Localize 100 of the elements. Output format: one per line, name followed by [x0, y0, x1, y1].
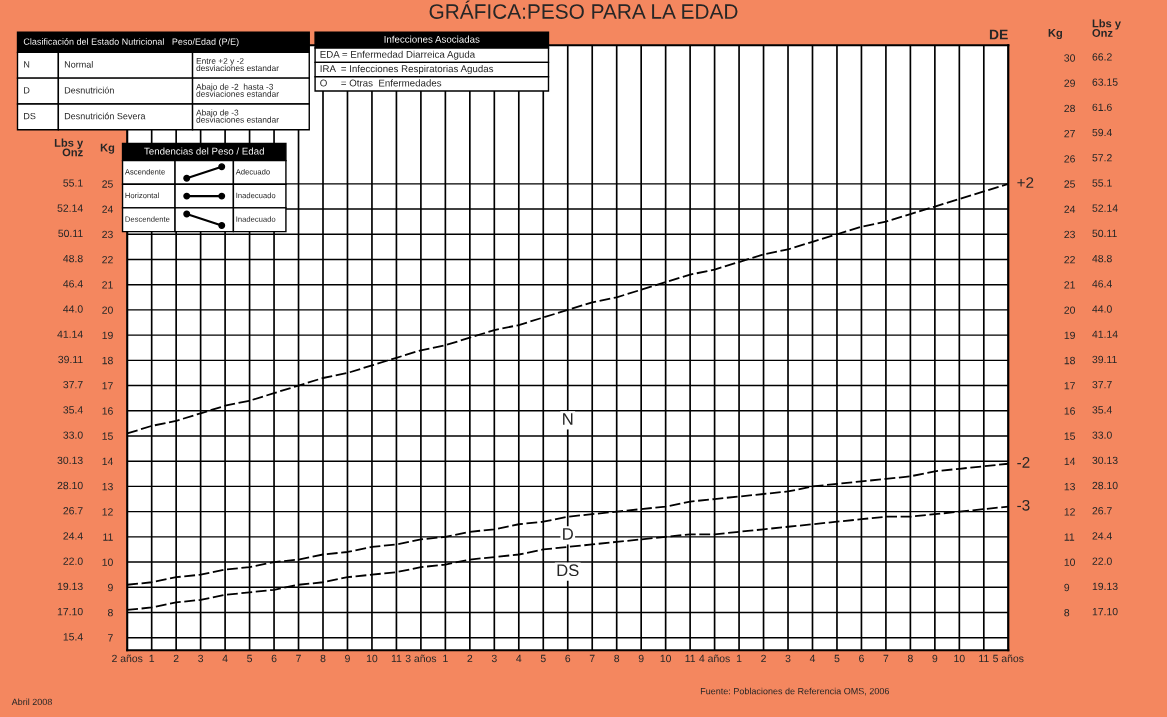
y2-tick-label: 14 — [1064, 457, 1076, 465]
text: 15.4 — [63, 633, 83, 641]
text: 28.10 — [1092, 481, 1118, 490]
y-tick-label: 16 — [102, 407, 113, 415]
text: 44.0 — [63, 305, 83, 313]
annotation: EDA = Enfermedad Diarreica Aguda — [320, 50, 476, 60]
x-tick-label: 3 — [491, 654, 497, 663]
x-tick-label: 9 — [932, 654, 938, 663]
x-tick-label: 11 — [979, 654, 989, 663]
y-tick-label: 18 — [102, 356, 113, 365]
x-tick-label: 8 — [614, 654, 620, 663]
text: 33.0 — [63, 431, 83, 439]
y2-tick-label: 29 — [1064, 79, 1075, 87]
text: 44.0 — [1092, 305, 1112, 313]
y-tick-label: 24 — [102, 205, 114, 213]
text: 39.11 — [58, 355, 83, 364]
x-tick-label: 3 años — [405, 654, 437, 663]
y2-tick-label: 17 — [1064, 382, 1075, 390]
text: Abril 2008 — [11, 698, 52, 706]
text: Lbs y Onz — [54, 138, 84, 157]
text: 57.2 — [1092, 154, 1112, 162]
x-tick-label: 4 — [809, 654, 816, 663]
annotation: Abajo de -2 hasta -3 desviaciones estandar — [196, 83, 279, 97]
text: Lbs y Onz — [1092, 19, 1121, 37]
text: 26.7 — [1092, 507, 1112, 515]
x-tick-label: 7 — [589, 654, 595, 663]
text: 55.1 — [1092, 179, 1112, 187]
x-tick-label: 4 años — [699, 654, 730, 663]
text: 19.13 — [1092, 582, 1118, 591]
text: 37.7 — [1092, 380, 1112, 389]
y-tick-label: 14 — [102, 457, 114, 465]
text: DE — [989, 29, 1008, 40]
text: 24.4 — [1092, 532, 1112, 540]
y2-tick-label: 25 — [1064, 180, 1075, 188]
x-tick-label: 8 — [320, 654, 326, 663]
x-tick-label: 9 — [345, 654, 350, 663]
y-tick-label: 11 — [103, 533, 113, 541]
text: Normal — [64, 61, 93, 68]
y-tick-label: 25 — [102, 180, 113, 188]
x-tick-label: 11 — [685, 654, 696, 663]
y2-tick-label: 11 — [1064, 533, 1075, 541]
annotation: Abajo de -3 desviaciones estandar — [196, 109, 279, 123]
text: 17.10 — [57, 607, 83, 616]
x-tick-label: 7 — [883, 654, 889, 663]
y2-tick-label: 30 — [1064, 54, 1076, 62]
text: 22.0 — [63, 557, 83, 565]
x-tick-label: 5 años — [993, 654, 1024, 663]
x-tick-label: 9 — [638, 654, 644, 663]
text: 35.4 — [63, 406, 83, 414]
x-tick-label: 10 — [954, 654, 965, 663]
x-tick-label: 11 — [391, 654, 402, 663]
y2-tick-label: 27 — [1064, 129, 1075, 138]
y2-tick-label: 19 — [1064, 331, 1075, 340]
text: 50.11 — [1092, 229, 1117, 238]
x-tick-label: 5 — [247, 654, 253, 663]
text: 50.11 — [58, 229, 83, 238]
x-tick-label: 2 — [173, 654, 179, 663]
text: 19.13 — [57, 582, 83, 591]
y2-tick-label: 15 — [1064, 432, 1075, 440]
x-tick-label: 1 — [149, 654, 155, 663]
text: 55.1 — [63, 179, 83, 187]
text: D — [24, 87, 30, 94]
x-tick-label: 6 — [271, 654, 277, 663]
annotation: Clasificación del Estado Nutricional Peso/Edad (P/E) — [23, 38, 239, 47]
y2-tick-label: 12 — [1064, 508, 1075, 516]
y-tick-label: 23 — [102, 230, 113, 239]
text: 39.11 — [1092, 355, 1117, 364]
text: 41.14 — [57, 330, 83, 338]
y2-tick-label: 22 — [1064, 255, 1075, 264]
text: 59.4 — [1092, 128, 1112, 137]
text: 28.10 — [57, 481, 83, 490]
y-tick-label: 13 — [102, 482, 113, 491]
y2-tick-label: 23 — [1064, 230, 1075, 239]
chart-title: GRÁFICA:PESO PARA LA EDAD — [429, 0, 738, 19]
text: 52.14 — [1092, 204, 1118, 212]
y-tick-label: 19 — [102, 331, 113, 340]
x-tick-label: 1 — [443, 654, 448, 663]
y-tick-label: 15 — [102, 432, 113, 440]
source-note: Fuente: Poblaciones de Referencia OMS, 2006 — [700, 687, 889, 696]
text: 17.10 — [1092, 607, 1118, 616]
y2-tick-label: 24 — [1064, 205, 1076, 213]
y2-tick-label: 20 — [1064, 306, 1076, 314]
text: 66.2 — [1092, 53, 1112, 61]
annotation: DS — [557, 564, 579, 577]
x-tick-label: 10 — [660, 654, 672, 663]
y2-tick-label: 16 — [1064, 407, 1075, 415]
text: 35.4 — [1092, 406, 1112, 414]
y-tick-label: 9 — [108, 583, 113, 592]
x-tick-label: 5 — [834, 654, 840, 663]
text: Desnutrición — [64, 86, 114, 94]
y2-axis-title: Kg — [1048, 29, 1062, 40]
y-tick-label: 22 — [102, 255, 113, 264]
x-tick-label: 7 — [296, 654, 301, 663]
x-tick-label: 1 — [736, 654, 742, 663]
y-tick-label: 21 — [102, 281, 113, 289]
y2-tick-label: 26 — [1064, 155, 1075, 163]
x-tick-label: 10 — [366, 654, 378, 663]
y2-tick-label: 13 — [1064, 482, 1075, 491]
text: 37.7 — [63, 380, 83, 389]
text: 24.4 — [63, 532, 83, 540]
